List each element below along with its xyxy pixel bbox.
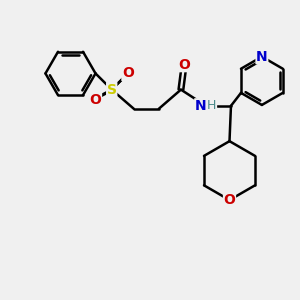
Text: O: O [224,193,236,207]
Text: H: H [207,99,217,112]
Text: S: S [107,82,117,97]
Text: N: N [195,99,206,113]
Text: O: O [122,66,134,80]
Text: O: O [90,93,101,107]
Text: O: O [178,58,190,72]
Text: N: N [256,50,268,64]
